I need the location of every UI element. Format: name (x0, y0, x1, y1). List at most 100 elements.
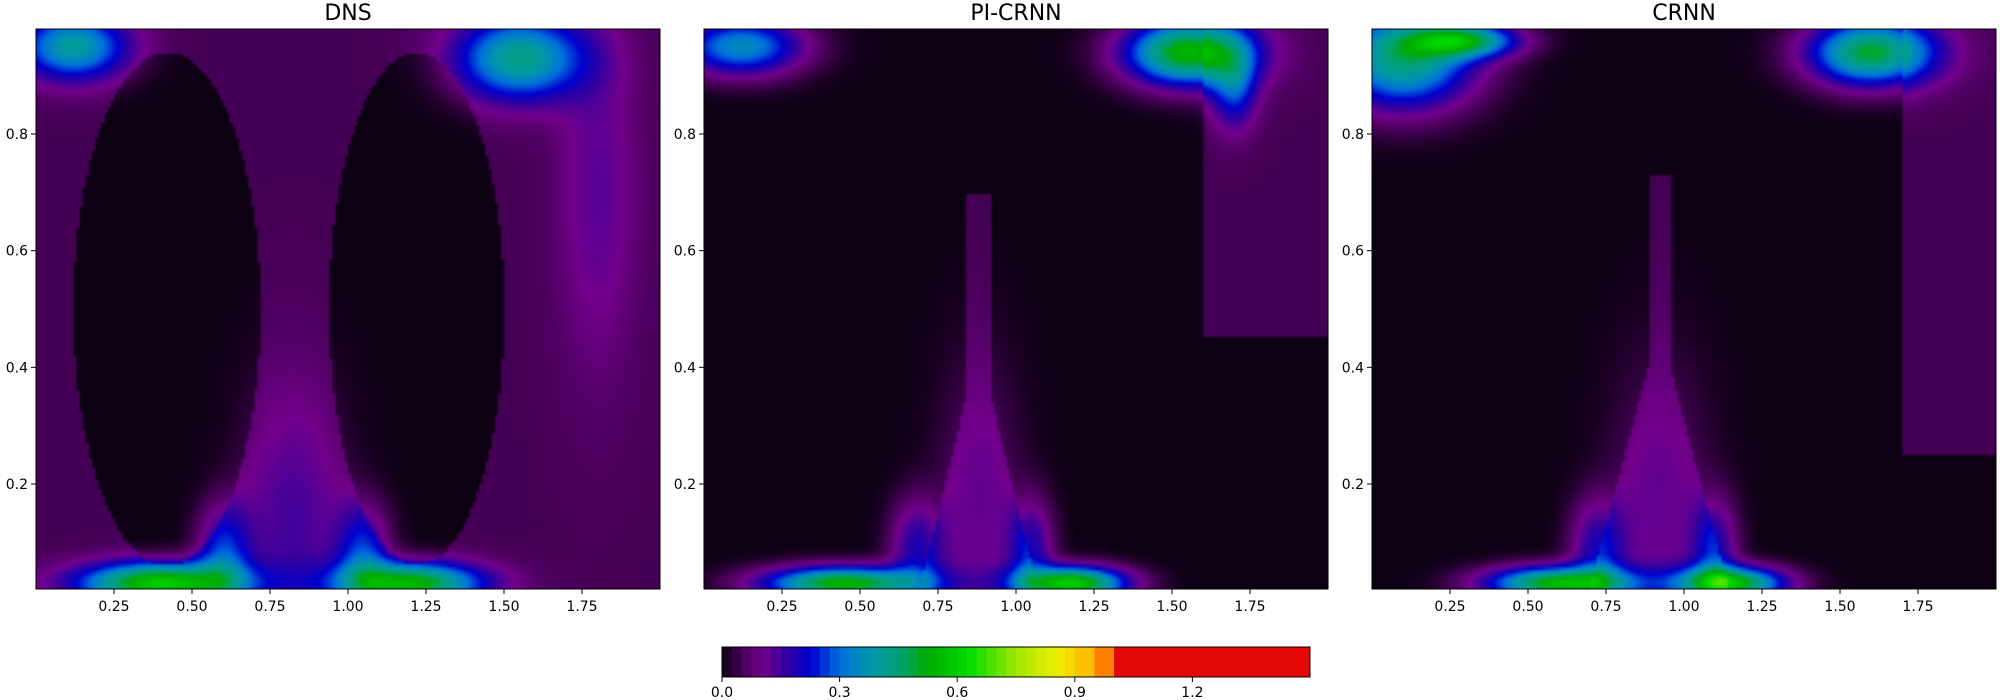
x-tick-label: 0.25 (766, 599, 797, 615)
x-tick-label: 0.50 (176, 599, 207, 615)
x-tick-label: 0.50 (844, 599, 875, 615)
panel-pi-crnn: PI-CRNN 0.25 0.50 0.75 1.00 1.25 1.50 1.75 0.2… (674, 1, 1329, 615)
colorbar-swatch (908, 647, 919, 677)
colorbar-swatch (898, 647, 909, 677)
x-tick-label: 1.00 (1000, 599, 1031, 615)
panel-title: CRNN (1652, 1, 1716, 26)
contour-plot (1371, 28, 1997, 590)
colorbar-swatch (878, 647, 890, 677)
x-tick-label: 1.00 (1668, 599, 1699, 615)
panel-dns: DNS 0.25 0.50 0.75 1.00 1.25 1.50 1.75 0.20.40… (6, 1, 661, 615)
x-axis-ticks: 0.25 0.50 0.75 1.00 1.25 1.50 1.75 (1434, 589, 1934, 615)
colorbar-swatch (859, 647, 870, 677)
colorbar-swatch (780, 647, 792, 677)
x-tick-label: 0.25 (98, 599, 129, 615)
colorbar-swatch (761, 647, 772, 677)
y-tick-label: 0.8 (674, 127, 696, 143)
x-tick-label: 1.75 (1234, 599, 1265, 615)
x-tick-label: 1.50 (488, 599, 519, 615)
colorbar-swatch (1016, 647, 1027, 677)
colorbar-swatch (722, 647, 733, 677)
x-tick-label: 1.25 (1746, 599, 1777, 615)
colorbar-swatch (947, 647, 958, 677)
colorbar-swatch (1114, 647, 1311, 677)
contour-plot (703, 28, 1329, 590)
contour-field (1372, 29, 1996, 589)
x-tick-label: 1.25 (410, 599, 441, 615)
y-tick-label: 0.8 (6, 127, 28, 143)
colorbar-swatch (771, 647, 782, 677)
colorbar-swatch (888, 647, 899, 677)
y-axis-ticks: 0.2 0.4 0.6 0.8 (1342, 127, 1372, 493)
x-tick-label: 1.00 (332, 599, 363, 615)
y-tick-label: 0.4 (1342, 360, 1364, 376)
x-tick-label: 0.75 (922, 599, 953, 615)
x-tick-label: 1.50 (1156, 599, 1187, 615)
colorbar-swatch (937, 647, 948, 677)
y-tick-label: 0.4 (674, 360, 696, 376)
colorbar-swatch (839, 647, 850, 677)
colorbar-tick-label: 0.6 (946, 685, 968, 700)
colorbar-tick-label: 0.0 (711, 685, 733, 700)
colorbar-swatches (722, 647, 1311, 677)
x-tick-label: 0.50 (1512, 599, 1543, 615)
colorbar: 0.0 0.3 0.6 0.9 1.2 (711, 646, 1311, 700)
y-tick-label: 0.4 (6, 360, 28, 376)
y-tick-label: 0.2 (1342, 477, 1364, 493)
contour-plot (35, 28, 661, 590)
y-tick-label: 0.6 (6, 244, 28, 260)
colorbar-swatch (967, 647, 978, 677)
y-axis-ticks: 0.2 0.4 0.6 0.8 (674, 127, 704, 493)
colorbar-swatch (976, 647, 988, 677)
y-tick-label: 0.2 (674, 477, 696, 493)
colorbar-swatch (731, 647, 743, 677)
colorbar-tick-label: 0.9 (1064, 685, 1086, 700)
y-tick-label: 0.6 (674, 244, 696, 260)
x-tick-label: 1.75 (1902, 599, 1933, 615)
y-tick-label: 0.2 (6, 477, 28, 493)
x-axis-ticks: 0.25 0.50 0.75 1.00 1.25 1.50 1.75 (98, 589, 598, 615)
colorbar-swatch (1025, 647, 1037, 677)
colorbar-frame (721, 646, 1311, 678)
colorbar-swatch (927, 647, 939, 677)
x-axis-ticks: 0.25 0.50 0.75 1.00 1.25 1.50 1.75 (766, 589, 1266, 615)
x-tick-label: 0.75 (1590, 599, 1621, 615)
colorbar-swatch (1074, 647, 1095, 677)
colorbar-swatch (800, 647, 811, 677)
colorbar-swatch (957, 647, 968, 677)
y-axis-ticks: 0.2 0.4 0.6 0.8 (6, 127, 36, 493)
colorbar-swatch (918, 647, 929, 677)
x-tick-label: 1.25 (1078, 599, 1109, 615)
colorbar-swatch (1065, 647, 1076, 677)
colorbar-swatch (869, 647, 880, 677)
panel-title: DNS (324, 1, 371, 26)
colorbar-swatch (741, 647, 752, 677)
colorbar-swatch (751, 647, 762, 677)
colorbar-swatch (829, 647, 841, 677)
colorbar-swatch (820, 647, 831, 677)
colorbar-swatch (986, 647, 997, 677)
panel-title: PI-CRNN (970, 1, 1061, 26)
panel-crnn: CRNN 0.25 0.50 0.75 1.00 1.25 1.50 1.75 0.2 0.4… (1342, 1, 1997, 615)
colorbar-tick-label: 1.2 (1181, 685, 1203, 700)
colorbar-swatch (996, 647, 1007, 677)
x-tick-label: 1.75 (566, 599, 597, 615)
x-tick-label: 0.25 (1434, 599, 1465, 615)
colorbar-swatch (1035, 647, 1046, 677)
colorbar-swatch (1006, 647, 1017, 677)
x-tick-label: 0.75 (254, 599, 285, 615)
x-tick-label: 1.50 (1824, 599, 1855, 615)
colorbar-swatch (1055, 647, 1066, 677)
colorbar-swatch (849, 647, 860, 677)
colorbar-ticks: 0.0 0.3 0.6 0.9 1.2 (711, 677, 1204, 700)
colorbar-tick-label: 0.3 (828, 685, 850, 700)
y-tick-label: 0.8 (1342, 127, 1364, 143)
colorbar-swatch (1045, 647, 1056, 677)
colorbar-swatch (810, 647, 821, 677)
colorbar-swatch (790, 647, 801, 677)
colorbar-swatch (1094, 647, 1115, 677)
contour-field (36, 29, 660, 589)
y-tick-label: 0.6 (1342, 244, 1364, 260)
contour-field (704, 29, 1328, 589)
